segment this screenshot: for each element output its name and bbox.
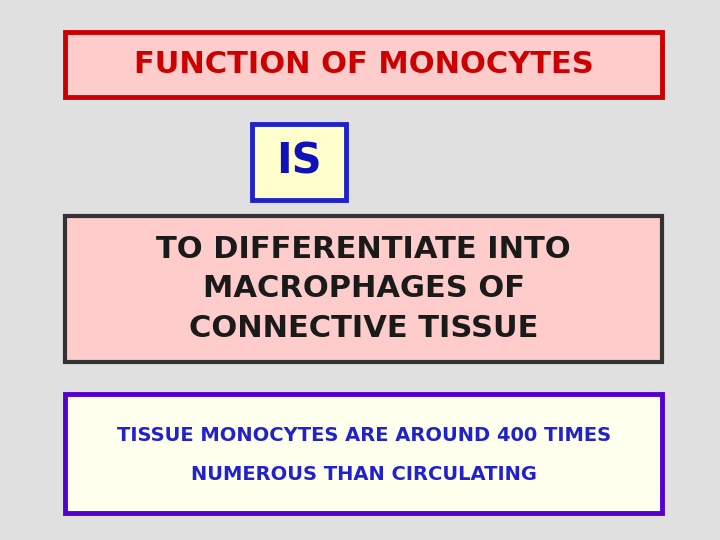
FancyBboxPatch shape [65, 216, 662, 362]
Text: TISSUE MONOCYTES ARE AROUND 400 TIMES: TISSUE MONOCYTES ARE AROUND 400 TIMES [117, 426, 611, 445]
FancyBboxPatch shape [65, 32, 662, 97]
Text: IS: IS [276, 141, 322, 183]
Text: CONNECTIVE TISSUE: CONNECTIVE TISSUE [189, 314, 539, 343]
Text: NUMEROUS THAN CIRCULATING: NUMEROUS THAN CIRCULATING [191, 465, 536, 484]
FancyBboxPatch shape [252, 124, 346, 200]
FancyBboxPatch shape [65, 394, 662, 513]
Text: FUNCTION OF MONOCYTES: FUNCTION OF MONOCYTES [134, 50, 593, 79]
Text: MACROPHAGES OF: MACROPHAGES OF [202, 274, 525, 303]
Text: TO DIFFERENTIATE INTO: TO DIFFERENTIATE INTO [156, 235, 571, 264]
